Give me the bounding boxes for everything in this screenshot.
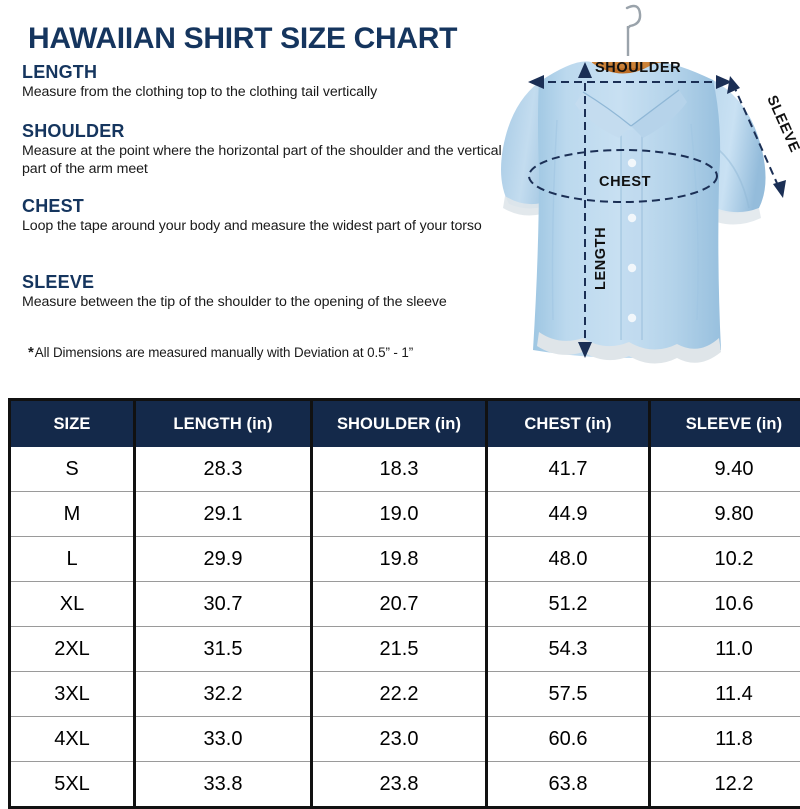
arrow-down-right-icon: [773, 180, 786, 198]
arrow-up-left-icon: [727, 76, 740, 94]
cell-chest: 54.3: [487, 627, 650, 672]
length-label: LENGTH: [593, 227, 609, 290]
size-table-head: SIZE LENGTH (in) SHOULDER (in) CHEST (in…: [10, 400, 800, 448]
guide-title-chest: CHEST: [22, 196, 502, 216]
cell-length: 28.3: [135, 447, 312, 492]
cell-shoulder: 21.5: [312, 627, 487, 672]
cell-sleeve: 9.40: [650, 447, 800, 492]
table-row: 4XL 33.0 23.0 60.6 11.8: [10, 717, 800, 762]
table-header-row: SIZE LENGTH (in) SHOULDER (in) CHEST (in…: [10, 400, 800, 448]
cell-size: 4XL: [10, 717, 135, 762]
chest-label: CHEST: [599, 174, 651, 190]
shirt-button: [628, 159, 636, 167]
column-header-sleeve: SLEEVE (in): [650, 400, 800, 448]
guide-body-shoulder: Measure at the point where the horizonta…: [22, 143, 502, 178]
cell-shoulder: 23.8: [312, 762, 487, 808]
guide-body-sleeve: Measure between the tip of the shoulder …: [22, 294, 502, 312]
guide-title-length: LENGTH: [22, 62, 502, 82]
cell-size: 5XL: [10, 762, 135, 808]
cell-shoulder: 23.0: [312, 717, 487, 762]
cell-sleeve: 11.4: [650, 672, 800, 717]
guide-title-sleeve: SLEEVE: [22, 272, 502, 292]
table-row: M 29.1 19.0 44.9 9.80: [10, 492, 800, 537]
guide-body-chest: Loop the tape around your body and measu…: [22, 218, 502, 236]
cell-shoulder: 19.8: [312, 537, 487, 582]
cell-size: 2XL: [10, 627, 135, 672]
cell-sleeve: 11.8: [650, 717, 800, 762]
table-row: L 29.9 19.8 48.0 10.2: [10, 537, 800, 582]
cell-length: 32.2: [135, 672, 312, 717]
cell-chest: 57.5: [487, 672, 650, 717]
guide-section-length: LENGTH Measure from the clothing top to …: [22, 62, 502, 102]
cell-shoulder: 22.2: [312, 672, 487, 717]
cell-chest: 51.2: [487, 582, 650, 627]
deviation-note-text: All Dimensions are measured manually wit…: [35, 345, 413, 360]
table-row: XL 30.7 20.7 51.2 10.6: [10, 582, 800, 627]
size-table-body: S 28.3 18.3 41.7 9.40 M 29.1 19.0 44.9 9…: [10, 447, 800, 808]
guide-section-sleeve: SLEEVE Measure between the tip of the sh…: [22, 272, 502, 312]
guide-section-shoulder: SHOULDER Measure at the point where the …: [22, 121, 502, 178]
cell-size: M: [10, 492, 135, 537]
cell-length: 29.9: [135, 537, 312, 582]
cell-sleeve: 9.80: [650, 492, 800, 537]
cell-shoulder: 18.3: [312, 447, 487, 492]
table-row: S 28.3 18.3 41.7 9.40: [10, 447, 800, 492]
guide-body-length: Measure from the clothing top to the clo…: [22, 84, 502, 102]
cell-sleeve: 11.0: [650, 627, 800, 672]
cell-length: 33.0: [135, 717, 312, 762]
cell-sleeve: 10.6: [650, 582, 800, 627]
table-row: 3XL 32.2 22.2 57.5 11.4: [10, 672, 800, 717]
cell-chest: 48.0: [487, 537, 650, 582]
cell-chest: 60.6: [487, 717, 650, 762]
cell-shoulder: 20.7: [312, 582, 487, 627]
deviation-note: *All Dimensions are measured manually wi…: [28, 344, 413, 361]
column-header-size: SIZE: [10, 400, 135, 448]
page-title: HAWAIIAN SHIRT SIZE CHART: [28, 22, 457, 56]
cell-size: XL: [10, 582, 135, 627]
shirt-button: [628, 264, 636, 272]
cell-length: 33.8: [135, 762, 312, 808]
shirt-illustration: SHOULDER CHEST LENGTH SLEEVE: [495, 0, 800, 392]
column-header-chest: CHEST (in): [487, 400, 650, 448]
cell-sleeve: 12.2: [650, 762, 800, 808]
cell-sleeve: 10.2: [650, 537, 800, 582]
cell-length: 30.7: [135, 582, 312, 627]
guide-title-shoulder: SHOULDER: [22, 121, 502, 141]
table-row: 2XL 31.5 21.5 54.3 11.0: [10, 627, 800, 672]
cell-length: 29.1: [135, 492, 312, 537]
size-table-container: SIZE LENGTH (in) SHOULDER (in) CHEST (in…: [8, 398, 792, 809]
table-row: 5XL 33.8 23.8 63.8 12.2: [10, 762, 800, 808]
cell-size: L: [10, 537, 135, 582]
cell-shoulder: 19.0: [312, 492, 487, 537]
cell-chest: 41.7: [487, 447, 650, 492]
cell-length: 31.5: [135, 627, 312, 672]
shirt-button: [628, 214, 636, 222]
measurement-guide-panel: HAWAIIAN SHIRT SIZE CHART LENGTH Measure…: [0, 0, 510, 392]
cell-size: S: [10, 447, 135, 492]
shirt-button: [628, 314, 636, 322]
column-header-shoulder: SHOULDER (in): [312, 400, 487, 448]
cell-chest: 44.9: [487, 492, 650, 537]
guide-section-chest: CHEST Loop the tape around your body and…: [22, 196, 502, 236]
cell-size: 3XL: [10, 672, 135, 717]
sleeve-label: SLEEVE: [763, 93, 800, 155]
column-header-length: LENGTH (in): [135, 400, 312, 448]
size-table: SIZE LENGTH (in) SHOULDER (in) CHEST (in…: [8, 398, 800, 809]
hanger-hook-icon: [627, 6, 640, 56]
asterisk-icon: *: [28, 344, 34, 361]
shoulder-label: SHOULDER: [595, 60, 681, 76]
cell-chest: 63.8: [487, 762, 650, 808]
